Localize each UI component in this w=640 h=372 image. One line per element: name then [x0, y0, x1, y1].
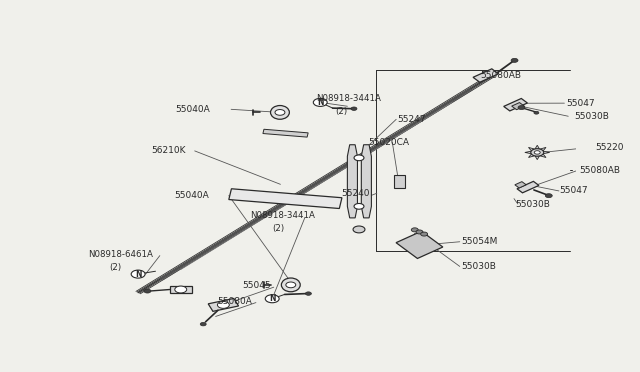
- Text: N: N: [317, 98, 323, 107]
- Bar: [396, 231, 443, 259]
- Text: 55080A: 55080A: [217, 296, 252, 305]
- Circle shape: [518, 106, 525, 110]
- Text: N08918-6461A: N08918-6461A: [88, 250, 152, 259]
- Polygon shape: [362, 145, 371, 218]
- Circle shape: [275, 109, 285, 115]
- Circle shape: [511, 58, 518, 62]
- Ellipse shape: [282, 278, 300, 292]
- Circle shape: [545, 194, 552, 198]
- Text: N08918-3441A: N08918-3441A: [316, 94, 381, 103]
- Bar: [515, 182, 526, 188]
- Bar: [517, 182, 539, 193]
- Circle shape: [265, 295, 279, 303]
- Text: 55080AB: 55080AB: [480, 71, 521, 80]
- Text: 55020CA: 55020CA: [368, 138, 410, 147]
- Text: 55220: 55220: [595, 142, 624, 151]
- Circle shape: [305, 292, 312, 295]
- Text: 55040A: 55040A: [175, 191, 209, 200]
- Bar: [511, 103, 524, 110]
- Text: 55045: 55045: [243, 281, 271, 290]
- Polygon shape: [529, 147, 534, 151]
- Bar: [170, 286, 192, 293]
- Bar: [208, 298, 239, 311]
- Bar: [394, 175, 404, 188]
- Circle shape: [144, 289, 151, 293]
- Circle shape: [314, 98, 327, 106]
- Text: 55080AB: 55080AB: [579, 166, 620, 174]
- Text: (2): (2): [109, 263, 122, 272]
- Text: N: N: [135, 270, 141, 279]
- Text: 55040A: 55040A: [175, 105, 210, 114]
- Bar: [263, 129, 308, 137]
- Polygon shape: [543, 151, 550, 154]
- Polygon shape: [540, 147, 546, 151]
- Circle shape: [131, 270, 145, 278]
- Circle shape: [534, 151, 540, 154]
- Circle shape: [218, 301, 229, 308]
- Text: 55030B: 55030B: [575, 112, 609, 121]
- Text: 55054M: 55054M: [461, 237, 498, 246]
- Circle shape: [175, 286, 187, 293]
- Circle shape: [420, 232, 428, 236]
- Circle shape: [416, 230, 423, 234]
- Circle shape: [531, 149, 544, 156]
- Circle shape: [351, 107, 357, 110]
- Bar: [504, 99, 527, 111]
- Bar: [473, 69, 499, 82]
- Text: 55030B: 55030B: [461, 262, 496, 271]
- Text: 56210K: 56210K: [151, 147, 186, 155]
- Polygon shape: [348, 145, 358, 218]
- Polygon shape: [540, 154, 546, 157]
- Polygon shape: [529, 154, 534, 157]
- Text: (2): (2): [272, 224, 284, 233]
- Text: N: N: [269, 294, 275, 303]
- Polygon shape: [525, 151, 531, 154]
- Text: 55047: 55047: [566, 99, 595, 108]
- Polygon shape: [535, 156, 540, 160]
- Ellipse shape: [271, 106, 289, 119]
- Circle shape: [353, 226, 365, 233]
- Text: 55247: 55247: [397, 115, 426, 124]
- Circle shape: [412, 228, 418, 232]
- Text: 55030B: 55030B: [516, 199, 550, 209]
- Circle shape: [200, 323, 206, 326]
- Text: (2): (2): [336, 107, 348, 116]
- Bar: [229, 189, 342, 209]
- Text: N08918-3441A: N08918-3441A: [250, 211, 316, 220]
- Circle shape: [354, 203, 364, 209]
- Circle shape: [534, 111, 539, 114]
- Circle shape: [354, 155, 364, 161]
- Circle shape: [286, 282, 296, 288]
- Text: 55047: 55047: [559, 186, 588, 195]
- Text: 55240: 55240: [341, 189, 370, 198]
- Polygon shape: [535, 145, 540, 149]
